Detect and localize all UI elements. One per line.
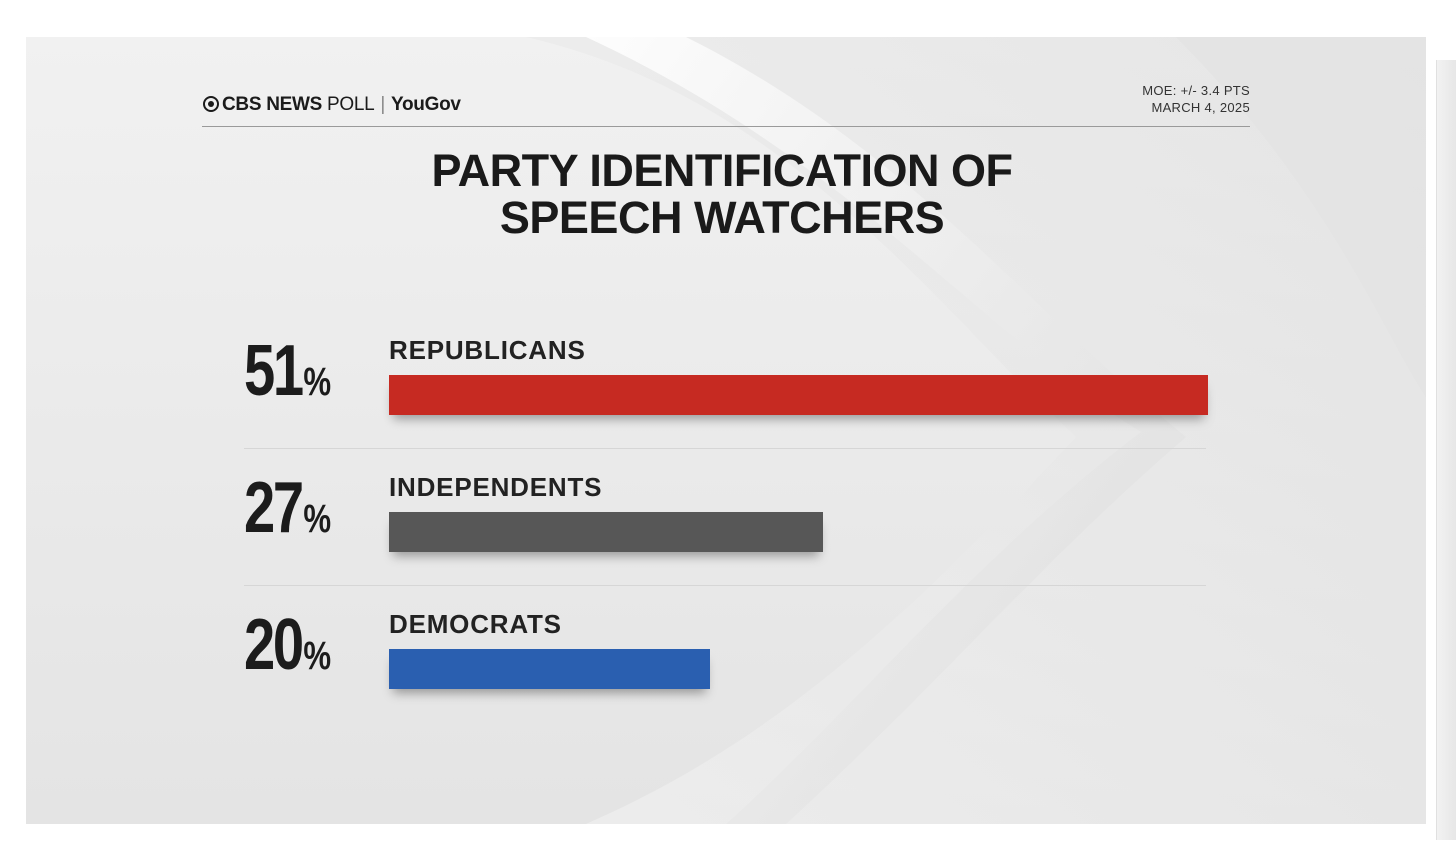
adjacent-panel-edge [1436,60,1456,840]
chart-title-line-1: PARTY IDENTIFICATION OF [431,145,1014,196]
bar-democrats [389,649,710,689]
poll-date: MARCH 4, 2025 [1151,100,1250,115]
value-unit-republicans: % [303,360,332,404]
chart-title-line-2: SPEECH WATCHERS [499,192,945,243]
value-number-democrats: 20 [244,605,304,685]
margin-of-error: MOE: +/- 3.4 PTS [1142,83,1250,98]
value-label-republicans: 51% [244,330,369,412]
value-unit-independents: % [303,497,332,541]
brand-primary: CBS NEWS [222,94,322,115]
brand-secondary: POLL [326,94,375,115]
category-label-republicans: REPUBLICANS [389,335,586,365]
value-label-democrats: 20% [244,604,369,686]
poll-graphic: CBS NEWS POLL | YouGov MOE: +/- 3.4 PTS MA… [26,37,1426,824]
chart-title: PARTY IDENTIFICATION OF SPEECH WATCHERS [202,147,1242,241]
background-swoosh [526,37,1426,824]
value-label-independents: 27% [244,467,369,549]
row-divider [244,448,1206,449]
category-label-independents: INDEPENDENTS [389,472,603,502]
value-number-republicans: 51 [244,331,304,411]
bar-chart: 51% REPUBLICANS 27% INDEPENDENTS 20% DEMOCRAT… [26,37,1426,824]
brand-partner: YouGov [391,94,461,115]
header-rule [202,126,1250,127]
value-unit-democrats: % [303,634,332,678]
poll-meta: MOE: +/- 3.4 PTS MARCH 4, 2025 [1142,82,1250,116]
bar-independents [389,512,823,552]
cbs-eye-icon [203,96,219,112]
brand-separator: | [380,94,386,115]
brand-lockup: CBS NEWS POLL | YouGov [203,94,461,116]
row-divider [244,585,1206,586]
bar-republicans [389,375,1208,415]
category-label-democrats: DEMOCRATS [389,609,562,639]
value-number-independents: 27 [244,468,304,548]
